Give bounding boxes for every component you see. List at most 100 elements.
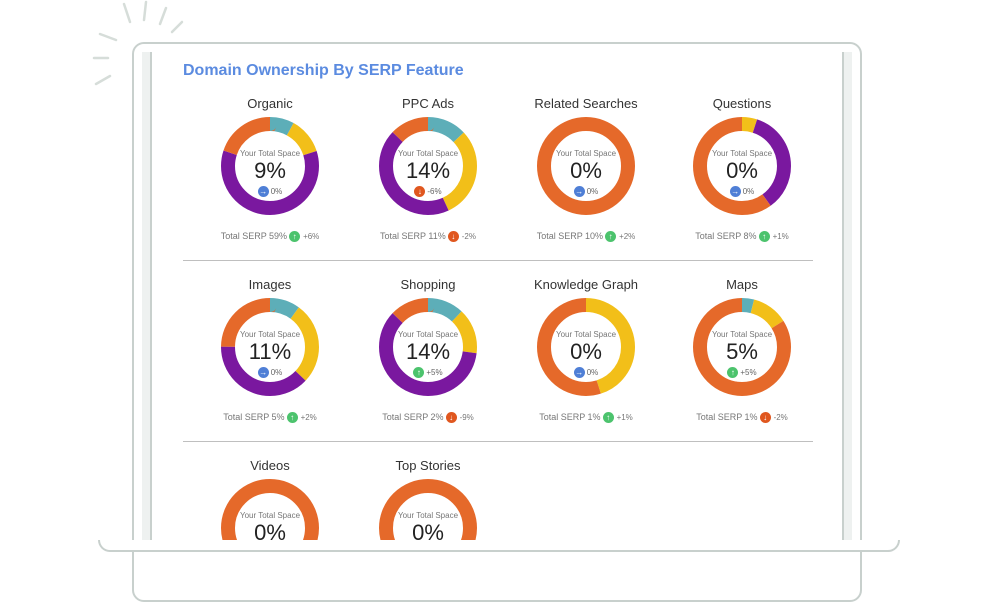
ownership-percent: 11% bbox=[248, 339, 292, 364]
ownership-percent: 0% bbox=[254, 520, 286, 540]
page-title: Domain Ownership By SERP Feature bbox=[183, 62, 464, 79]
card-title: Organic bbox=[247, 96, 293, 111]
arrow-right-icon: → bbox=[573, 367, 585, 378]
trend-change: 0% bbox=[586, 187, 599, 196]
card-title: Related Searches bbox=[534, 96, 638, 111]
arrow-up-icon: ↑ bbox=[605, 231, 617, 243]
serp-card-knowledge-graph[interactable]: Knowledge Graph Your Total Space 0% → 0% … bbox=[506, 277, 666, 447]
serp-card-related-searches[interactable]: Related Searches Your Total Space 0% → 0%… bbox=[506, 96, 666, 266]
donut-segment-purple bbox=[221, 117, 319, 215]
donut-chart bbox=[537, 117, 635, 215]
center-label: Your Total Space bbox=[555, 149, 617, 158]
card-title: Maps bbox=[726, 277, 758, 292]
center-label: Your Total Space bbox=[239, 330, 301, 339]
ownership-percent: 14% bbox=[405, 158, 451, 183]
donut-segment-yellow bbox=[221, 298, 319, 396]
donut-chart bbox=[379, 479, 477, 540]
arrow-up-icon: ↑ bbox=[602, 412, 614, 424]
donut-chart bbox=[221, 479, 319, 540]
arrow-up-icon: ↑ bbox=[289, 231, 301, 243]
center-label: Your Total Space bbox=[711, 149, 773, 158]
donut-segment-yellow bbox=[379, 117, 477, 215]
dashboard-screen: Domain Ownership By SERP Feature Organic… bbox=[154, 52, 840, 540]
card-title: Shopping bbox=[400, 277, 456, 292]
total-serp-label: Total SERP 11% bbox=[380, 231, 446, 241]
donut-segment-orange bbox=[693, 117, 791, 215]
arrow-up-icon: ↑ bbox=[727, 367, 739, 378]
trend-row: → 0% bbox=[220, 367, 320, 378]
donut-segment-orange bbox=[693, 298, 791, 396]
card-footer: Total SERP 2% ↓ -9% bbox=[348, 412, 508, 424]
card-footer: Total SERP 1% ↑ +1% bbox=[506, 412, 666, 424]
arrow-up-icon: ↑ bbox=[413, 367, 425, 378]
donut-chart bbox=[537, 298, 635, 396]
ownership-percent: 0% bbox=[412, 520, 444, 540]
ownership-percent: 0% bbox=[570, 158, 602, 183]
donut-segment-orange bbox=[221, 298, 319, 396]
serp-card-images[interactable]: Images Your Total Space 11% → 0% Total SE… bbox=[190, 277, 350, 447]
donut-segment-purple bbox=[379, 117, 477, 215]
ownership-percent: 0% bbox=[726, 158, 758, 183]
card-footer: Total SERP 1% ↓ -2% bbox=[662, 412, 822, 424]
total-serp-change: +6% bbox=[303, 232, 320, 241]
card-footer: Total SERP 59% ↑ +6% bbox=[190, 231, 350, 243]
donut-segment-orange bbox=[379, 117, 477, 215]
donut-segment-purple bbox=[221, 298, 319, 396]
screen-bezel-right bbox=[842, 52, 852, 542]
donut-segment-orange bbox=[537, 298, 635, 396]
center-label: Your Total Space bbox=[555, 330, 617, 339]
total-serp-change: +2% bbox=[619, 232, 636, 241]
serp-card-questions[interactable]: Questions Your Total Space 0% → 0% Total … bbox=[662, 96, 822, 266]
trend-row: ↑ +5% bbox=[378, 367, 478, 378]
arrow-down-icon: ↓ bbox=[414, 186, 426, 197]
donut-chart bbox=[379, 117, 477, 215]
laptop-base bbox=[98, 540, 900, 552]
row-divider bbox=[183, 441, 813, 442]
serp-card-top-stories[interactable]: Top Stories Your Total Space 0% bbox=[348, 458, 508, 540]
screen-bezel-left bbox=[142, 52, 152, 542]
trend-change: 0% bbox=[270, 368, 283, 377]
trend-change: -6% bbox=[427, 187, 442, 196]
total-serp-change: +1% bbox=[616, 413, 633, 422]
ownership-percent: 14% bbox=[405, 339, 451, 364]
serp-card-ppc-ads[interactable]: PPC Ads Your Total Space 14% ↓ -6% Total … bbox=[348, 96, 508, 266]
donut-chart bbox=[693, 298, 791, 396]
total-serp-change: +2% bbox=[300, 413, 317, 422]
total-serp-label: Total SERP 10% bbox=[536, 231, 604, 241]
donut-segment-purple bbox=[693, 117, 791, 215]
total-serp-change: +1% bbox=[772, 232, 789, 241]
card-title: Images bbox=[248, 277, 292, 292]
donut-chart bbox=[693, 117, 791, 215]
trend-row: ↓ -6% bbox=[378, 186, 478, 197]
donut-chart bbox=[221, 298, 319, 396]
trend-row: → 0% bbox=[536, 186, 636, 197]
serp-card-shopping[interactable]: Shopping Your Total Space 14% ↑ +5% Total… bbox=[348, 277, 508, 447]
trend-change: +5% bbox=[740, 368, 757, 377]
arrow-up-icon: ↑ bbox=[758, 231, 770, 243]
card-title: Videos bbox=[250, 458, 290, 473]
donut-segment-purple bbox=[379, 298, 477, 396]
donut-chart bbox=[379, 298, 477, 396]
total-serp-label: Total SERP 59% bbox=[220, 231, 288, 241]
total-serp-label: Total SERP 1% bbox=[696, 412, 758, 422]
trend-row: ↑ +5% bbox=[692, 367, 792, 378]
trend-row: → 0% bbox=[220, 186, 320, 197]
arrow-right-icon: → bbox=[729, 186, 741, 197]
card-title: PPC Ads bbox=[401, 96, 455, 111]
serp-card-maps[interactable]: Maps Your Total Space 5% ↑ +5% Total SERP… bbox=[662, 277, 822, 447]
total-serp-label: Total SERP 1% bbox=[539, 412, 601, 422]
ownership-percent: 9% bbox=[254, 158, 286, 183]
total-serp-label: Total SERP 2% bbox=[382, 412, 444, 422]
total-serp-change: -2% bbox=[773, 413, 788, 422]
total-serp-label: Total SERP 5% bbox=[223, 412, 285, 422]
center-label: Your Total Space bbox=[397, 511, 459, 520]
arrow-right-icon: → bbox=[257, 367, 269, 378]
serp-card-organic[interactable]: Organic Your Total Space 9% → 0% Total SE… bbox=[190, 96, 350, 266]
donut-segment-orange bbox=[221, 479, 319, 540]
arrow-down-icon: ↓ bbox=[445, 412, 457, 424]
sparkle-decoration bbox=[92, 0, 184, 86]
serp-card-videos[interactable]: Videos Your Total Space 0% bbox=[190, 458, 350, 540]
ownership-percent: 0% bbox=[570, 339, 602, 364]
ownership-percent: 5% bbox=[726, 339, 758, 364]
donut-segment-orange bbox=[221, 117, 319, 215]
